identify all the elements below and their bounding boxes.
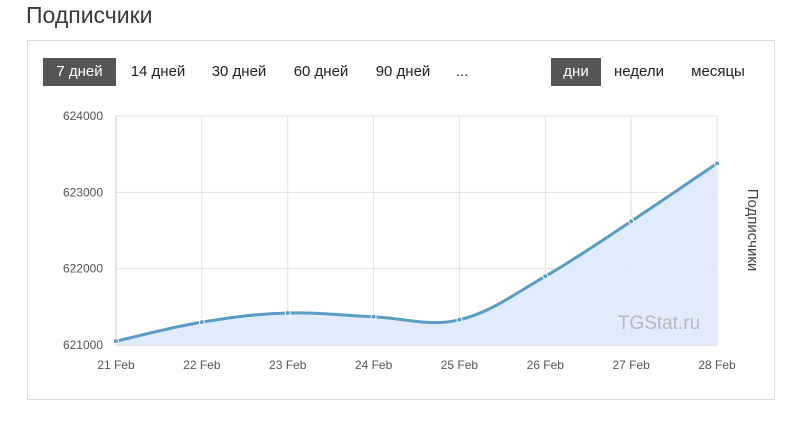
range-14-days-button[interactable]: 14 дней	[130, 63, 186, 80]
series-line	[115, 162, 718, 343]
data-point	[198, 319, 205, 326]
y-tick-label: 624000	[63, 109, 103, 123]
period-months-button[interactable]: месяцы	[691, 63, 745, 80]
x-tick-label: 21 Feb	[97, 358, 135, 372]
x-tick-label: 23 Feb	[269, 358, 307, 372]
range-7-days-button[interactable]: 7 дней	[43, 58, 116, 86]
range-30-days-button[interactable]: 30 дней	[211, 63, 267, 80]
y-tick-label: 622000	[63, 262, 103, 276]
data-point	[714, 160, 720, 167]
data-point	[284, 309, 291, 316]
data-point	[456, 316, 463, 323]
x-tick-label: 26 Feb	[527, 358, 565, 372]
data-point	[113, 338, 119, 345]
data-point	[628, 218, 635, 225]
y-tick-label: 623000	[63, 185, 103, 199]
x-tick-label: 25 Feb	[441, 358, 479, 372]
page-title: Подписчики	[26, 2, 153, 28]
series-area	[116, 163, 717, 345]
y-axis-title: Подписчики	[744, 189, 761, 272]
range-more-button[interactable]: ...	[455, 63, 469, 80]
period-weeks-button[interactable]: недели	[613, 63, 665, 80]
data-point	[370, 313, 377, 320]
range-60-days-button[interactable]: 60 дней	[293, 63, 349, 80]
range-90-days-button[interactable]: 90 дней	[375, 63, 431, 80]
x-tick-label: 22 Feb	[183, 358, 221, 372]
watermark-text: TGStat.ru	[618, 313, 700, 334]
x-tick-label: 24 Feb	[355, 358, 393, 372]
data-point	[542, 273, 549, 280]
period-days-button[interactable]: дни	[551, 58, 601, 86]
x-tick-label: 27 Feb	[612, 358, 650, 372]
y-tick-label: 621000	[63, 338, 103, 352]
x-tick-label: 28 Feb	[698, 358, 736, 372]
